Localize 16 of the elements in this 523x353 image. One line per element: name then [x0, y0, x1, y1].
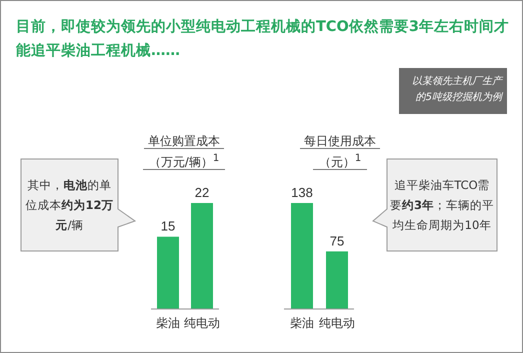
data-label: 138	[291, 185, 313, 200]
chart-title: 单位购置成本	[144, 134, 224, 149]
data-label: 22	[194, 185, 210, 200]
data-label: 15	[160, 218, 176, 234]
chart-subtitle: （元）$^{1}$	[312, 153, 368, 170]
chart-title: 每日使用成本	[300, 134, 380, 149]
data-label: 75	[330, 233, 344, 248]
text: 其中，电池的单位成本约为12万元/辆	[25, 178, 114, 232]
x-tick-label: 柴油	[290, 316, 314, 330]
text: 以某领先主机厂生产的5吨级挖掘机为例	[399, 68, 507, 114]
x-tick-label: 柴油	[156, 316, 180, 330]
x-tick-label: 纯电动	[184, 316, 220, 330]
x-tick-label: 纯电动	[319, 316, 355, 330]
text: 追平柴油车TCO需要约3年；车辆的平均生命周期为10年	[390, 177, 494, 234]
chart-subtitle: （万元/辆）$^{1}$	[142, 153, 226, 170]
text: 目前，即使较为领先的小型纯电动工程机械的TCO依然需要3年左右时间才能追平柴油工程机械……	[16, 18, 510, 61]
